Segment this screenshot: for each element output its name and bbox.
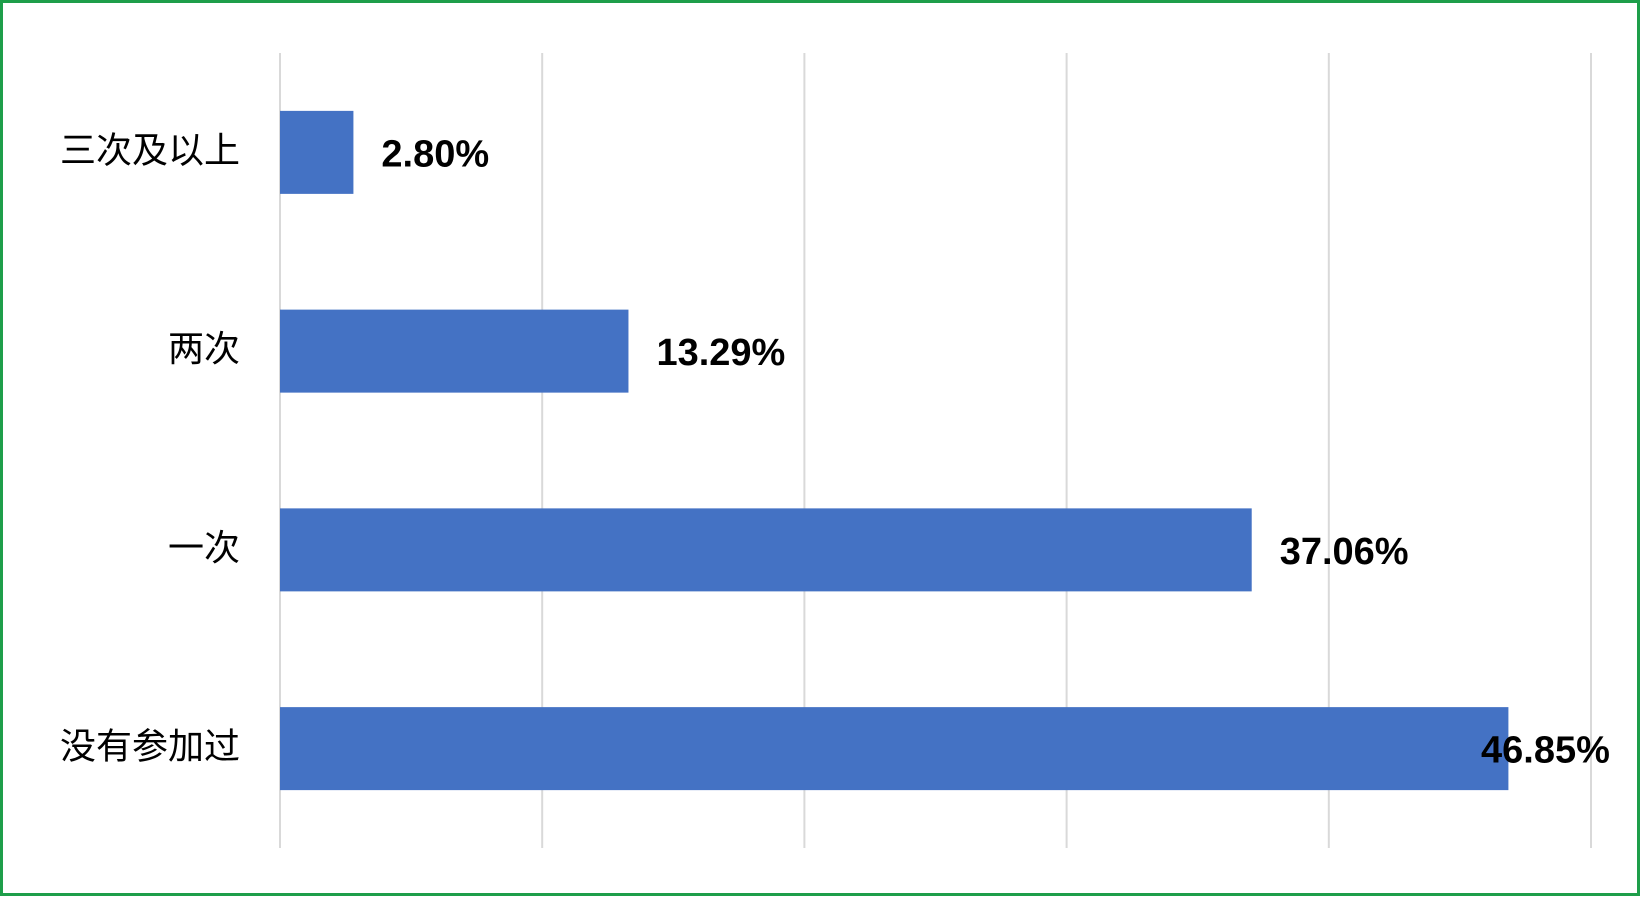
category-label-1: 两次 (168, 329, 240, 370)
bar-2 (280, 508, 1252, 592)
value-labels: 2.80% 13.29% 37.06% 46.85% (381, 133, 1609, 771)
category-label-3: 没有参加过 (60, 727, 240, 768)
value-label-1: 13.29% (656, 332, 785, 374)
value-label-0: 2.80% (381, 133, 489, 175)
bar-1 (280, 309, 629, 393)
bar-3 (280, 707, 1509, 791)
category-label-2: 一次 (168, 528, 240, 569)
bars (280, 110, 1509, 791)
value-label-2: 37.06% (1280, 531, 1409, 573)
category-label-0: 三次及以上 (60, 130, 240, 171)
value-label-3: 46.85% (1481, 730, 1610, 772)
bar-0 (280, 110, 354, 194)
